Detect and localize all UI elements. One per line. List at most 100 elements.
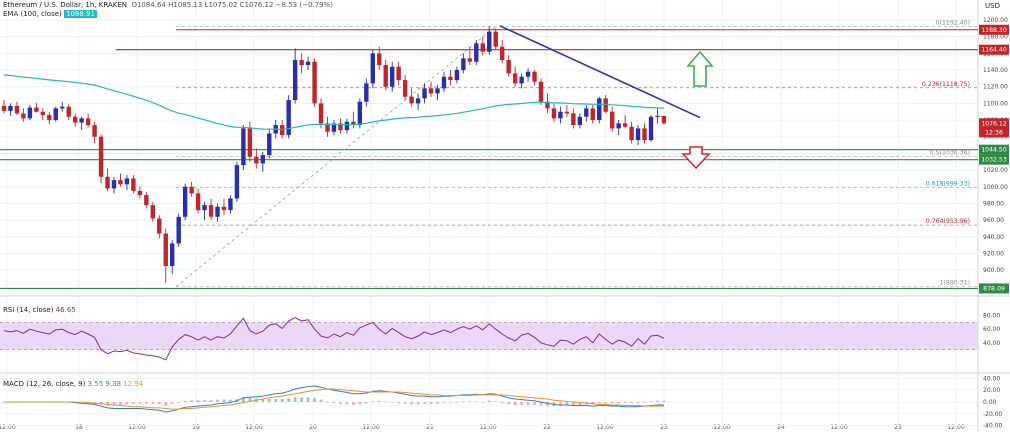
candle-body [558,111,563,119]
rsi-y-tick-label: 40.00 [983,340,1000,347]
candle-body [131,178,136,191]
macd-value-hist: 3.55 [87,380,104,388]
candle-body [66,106,71,117]
macd-hist-bar [377,400,381,402]
fib-0236-label: 0.236(1118.75) [922,81,970,88]
candle-body [189,186,194,194]
badge-resistance-1: 1188.30 [981,27,1007,34]
candle-body [92,125,97,137]
macd-hist-bar [546,402,549,407]
x-tick-label: 24 [777,424,785,431]
candle-body [124,178,130,185]
macd-hist-bar [565,402,569,406]
candle-body [247,128,253,157]
candle-body [519,76,524,84]
y-tick-label: 1180.00 [983,34,1008,41]
candle-body [551,108,557,119]
badge-resistance-2: 1164.40 [981,47,1007,54]
macd-value-macd: 9.38 [105,380,121,388]
candle-body [163,233,168,266]
candle-body [1,105,7,111]
x-tick-label: 12:00 [947,424,964,431]
macd-hist-bar [261,399,265,402]
x-tick-label: 20 [309,424,317,431]
candle-body [150,205,156,219]
candle-body [228,198,233,211]
x-tick-label: 12:00 [830,424,847,431]
candle-body [47,115,52,121]
candle-body [202,205,207,211]
candle-body [370,53,375,84]
macd-hist-bar [164,402,168,406]
x-tick-label: 18 [75,424,83,431]
candle-body [292,60,298,101]
candle-body [661,115,667,124]
candle-body [364,83,369,102]
macd-hist-bar [248,397,252,402]
macd-hist-bar [125,402,129,405]
macd-hist-bar [436,402,439,404]
macd-hist-bar [313,397,316,402]
candle-body [609,111,615,129]
candle-body [14,105,20,114]
candle-body [597,98,602,121]
fib-0-label: 0(1192.40) [936,19,970,26]
macd-hist-bar [352,402,355,405]
candle-body [532,71,537,82]
candle-body [571,113,576,126]
candle-body [402,80,408,97]
candle-body [590,108,595,121]
macd-hist-bar [494,401,498,403]
candle-body [525,71,531,77]
macd-hist-bar [384,401,388,403]
macd-hist-bar [462,401,465,403]
badge-current-price: 1076.12 [981,120,1007,127]
candle-body [506,60,511,74]
badge-support-1-bg [979,144,1009,155]
candle-body [40,111,46,116]
macd-hist-bar [559,402,562,407]
macd-hist-bar [183,400,187,402]
candle-body [616,123,621,129]
badge-current-price-sub: 12:36 [985,129,1003,136]
macd-hist-bar [410,402,413,405]
macd-hist-bar [526,402,530,405]
macd-hist-bar [403,402,407,404]
macd-hist-bar [267,399,271,402]
candle-body [60,106,65,109]
y-tick-label: 1120.00 [983,84,1008,91]
candle-body [27,107,33,119]
x-tick-label: 23 [660,424,668,431]
macd-hist-bar [636,402,640,404]
candle-body [474,43,479,62]
macd-hist-bar [138,402,142,404]
candle-body [499,46,505,61]
candle-body [635,128,641,141]
macd-hist-bar [572,402,575,406]
candle-body [454,70,460,81]
candle-body [111,180,117,189]
symbol-title: Ethereum / U.S. Dollar, 1h, KRAKEN [3,1,127,9]
candle-body [512,73,518,84]
macd-hist-bar [229,399,232,402]
candle-body [415,98,421,104]
macd-hist-bar [365,402,368,404]
macd-y-tick-label: -40.00 [983,423,1003,430]
ema-header: EMA (100, close) 1098.91 [3,10,97,18]
down-arrow-shape [681,146,711,170]
candle-body [325,123,330,132]
x-tick-label: 25 [894,424,902,431]
rsi-header: RSI (14, close) 46.65 [3,306,76,314]
macd-header: MACD (12, 26, close, 9) 3.55 9.38 12.94 [3,380,143,388]
badge-resistance-1-bg [979,24,1009,35]
macd-y-tick-label: 40.00 [983,375,1000,382]
macd-hist-bar [481,402,485,403]
badge-support-1: 1044.50 [981,147,1007,154]
badge-support-2: 1032.53 [981,157,1007,164]
candle-body [21,113,26,119]
macd-hist-bar [132,402,135,404]
currency-label: USD [985,2,1000,10]
macd-hist-bar [216,399,219,402]
macd-hist-bar [106,402,109,406]
candle-body [318,103,324,124]
